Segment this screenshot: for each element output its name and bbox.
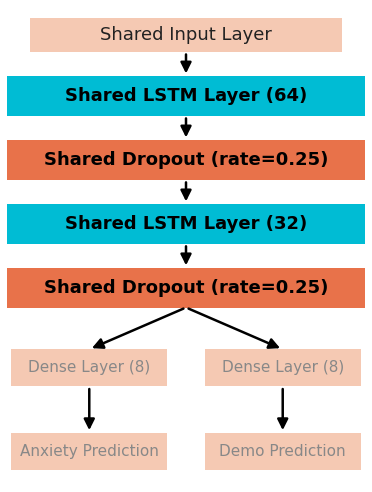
Text: Dense Layer (8): Dense Layer (8): [28, 360, 150, 375]
Text: Anxiety Prediction: Anxiety Prediction: [20, 444, 159, 459]
Text: Shared LSTM Layer (64): Shared LSTM Layer (64): [65, 87, 307, 105]
Text: Dense Layer (8): Dense Layer (8): [222, 360, 344, 375]
Bar: [7, 268, 365, 308]
Bar: [205, 349, 361, 386]
Bar: [205, 433, 361, 470]
Text: Shared Dropout (rate=0.25): Shared Dropout (rate=0.25): [44, 151, 328, 169]
Text: Demo Prediction: Demo Prediction: [219, 444, 346, 459]
Bar: [30, 18, 342, 52]
Bar: [7, 140, 365, 180]
Text: Shared Input Layer: Shared Input Layer: [100, 26, 272, 44]
Bar: [11, 433, 167, 470]
Text: Shared Dropout (rate=0.25): Shared Dropout (rate=0.25): [44, 279, 328, 297]
Bar: [11, 349, 167, 386]
Bar: [7, 76, 365, 116]
Bar: [7, 204, 365, 244]
Text: Shared LSTM Layer (32): Shared LSTM Layer (32): [65, 215, 307, 233]
